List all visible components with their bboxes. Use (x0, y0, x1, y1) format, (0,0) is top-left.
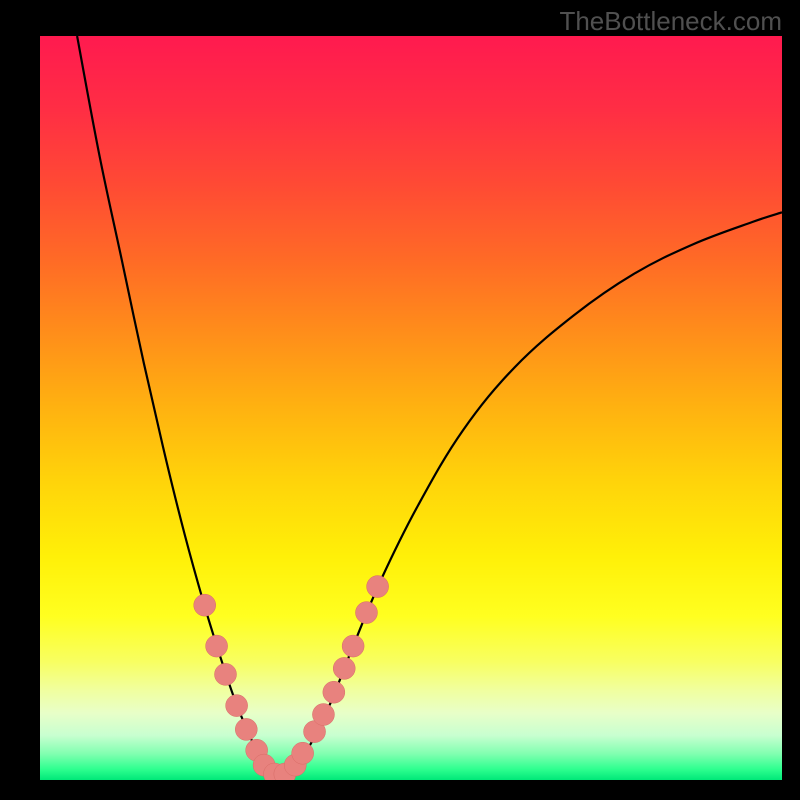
data-marker (226, 695, 248, 717)
watermark-text: TheBottleneck.com (559, 6, 782, 37)
data-marker (342, 635, 364, 657)
data-marker (235, 718, 257, 740)
data-marker (194, 594, 216, 616)
bottleneck-curve (77, 36, 782, 776)
data-marker (333, 657, 355, 679)
data-marker (292, 742, 314, 764)
figure-root: TheBottleneck.com (0, 0, 800, 800)
data-marker (367, 576, 389, 598)
data-marker (215, 663, 237, 685)
data-marker (323, 681, 345, 703)
marker-group (194, 576, 389, 780)
data-marker (206, 635, 228, 657)
data-marker (312, 704, 334, 726)
plot-area (40, 36, 782, 780)
data-marker (355, 602, 377, 624)
curve-layer (40, 36, 782, 780)
